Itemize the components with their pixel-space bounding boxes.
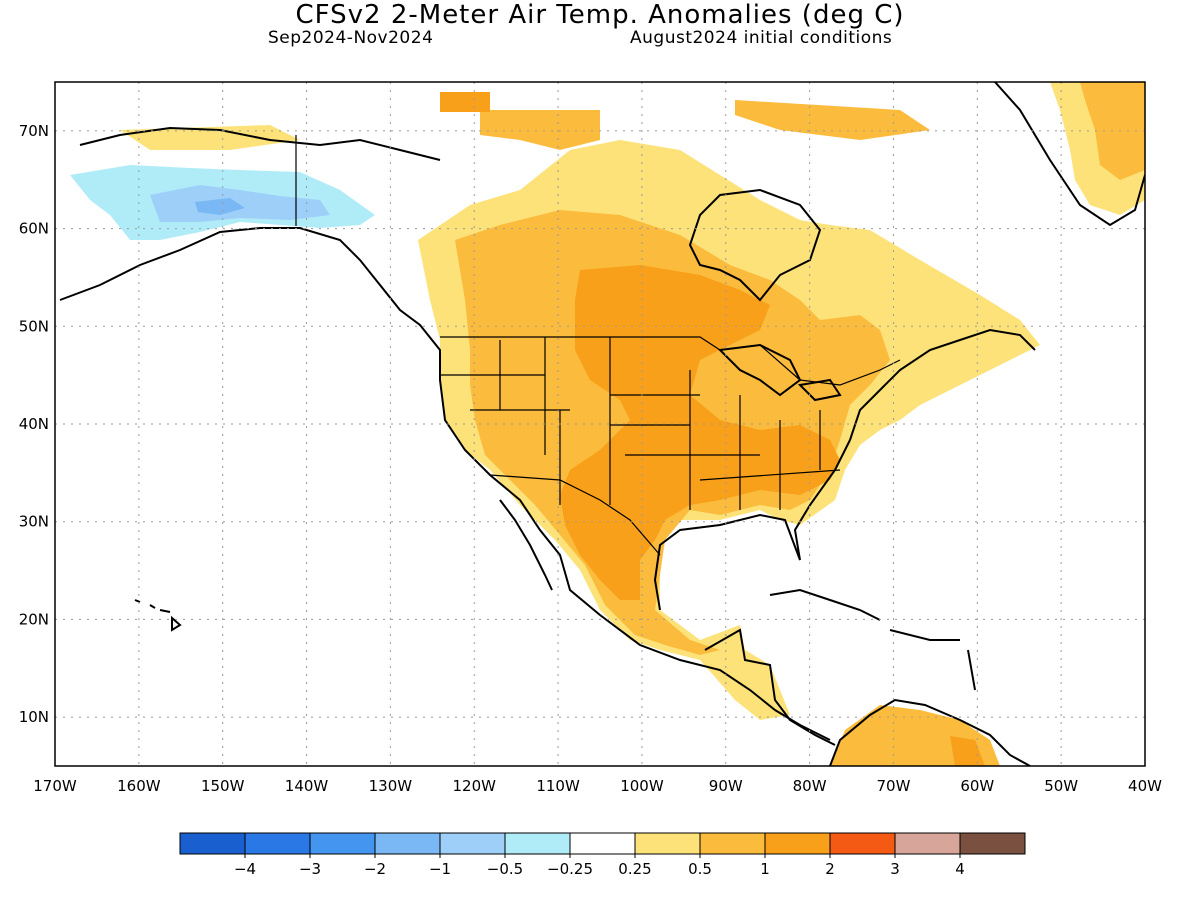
colorbar-swatch bbox=[764, 832, 831, 855]
graticule bbox=[55, 82, 1145, 766]
coastline-caribbean bbox=[769, 588, 976, 691]
coastline-baja bbox=[499, 499, 553, 591]
forecast-period: Sep2024-Nov2024 bbox=[268, 28, 434, 48]
colorbar-label: 4 bbox=[955, 860, 965, 878]
lon-tick-label: 40W bbox=[1128, 777, 1162, 795]
colorbar-label: 3 bbox=[890, 860, 900, 878]
lat-tick-label: 40N bbox=[19, 415, 49, 433]
colorbar-labels: −4 −3 −2 −1 −0.5 −0.25 0.25 0.5 1 2 3 4 bbox=[234, 854, 965, 878]
coastline-gulf bbox=[653, 439, 851, 611]
south-america-anomaly-strong bbox=[950, 736, 985, 766]
colorbar-swatch bbox=[894, 832, 961, 855]
lon-tick-label: 70W bbox=[877, 777, 911, 795]
colorbar-label: 2 bbox=[825, 860, 835, 878]
colorbar-swatch bbox=[634, 832, 701, 855]
alaska-anomaly-cold-strong bbox=[150, 185, 330, 222]
lat-tick-label: 20N bbox=[19, 610, 49, 628]
political-boundaries bbox=[295, 135, 901, 556]
anomaly-region-strong bbox=[560, 265, 840, 600]
lat-tick-label: 60N bbox=[19, 220, 49, 238]
lon-tick-label: 100W bbox=[620, 777, 664, 795]
colorbar-label: −2 bbox=[364, 860, 386, 878]
lon-tick-label: 50W bbox=[1044, 777, 1078, 795]
colorbar-label: −0.5 bbox=[487, 860, 523, 878]
coastline-north-america-west bbox=[59, 227, 831, 741]
coastline-hawaii bbox=[134, 599, 182, 632]
arctic-anomaly-patch bbox=[480, 110, 600, 150]
coastline-alaska-north bbox=[79, 126, 441, 161]
colorbar-swatch bbox=[179, 832, 246, 855]
coastline-central-america bbox=[704, 628, 836, 746]
anomaly-shading bbox=[70, 82, 1145, 766]
lat-tick-label: 10N bbox=[19, 708, 49, 726]
lon-tick-label: 130W bbox=[369, 777, 413, 795]
lon-tick-label: 160W bbox=[117, 777, 161, 795]
arctic-anomaly-patch-east bbox=[735, 100, 930, 140]
coastline-south-america bbox=[829, 698, 1031, 766]
longitude-labels: 170W 160W 150W 140W 130W 120W 110W 100W 90W 80W 70… bbox=[33, 777, 1162, 795]
colorbar-label: −3 bbox=[299, 860, 321, 878]
arctic-anomaly-patch-strong bbox=[440, 92, 490, 112]
colorbar-swatch bbox=[439, 832, 506, 855]
lon-tick-label: 110W bbox=[536, 777, 580, 795]
lat-tick-label: 30N bbox=[19, 513, 49, 531]
colorbar-swatch bbox=[309, 832, 376, 855]
colorbar bbox=[179, 832, 1026, 855]
us-canada-border bbox=[440, 336, 901, 386]
us-mexico-border bbox=[489, 474, 661, 556]
colorbar-label: −0.25 bbox=[547, 860, 593, 878]
colorbar-label: 1 bbox=[760, 860, 770, 878]
lon-tick-label: 80W bbox=[793, 777, 827, 795]
coastline-greenland bbox=[994, 82, 1145, 227]
map-title: CFSv2 2-Meter Air Temp. Anomalies (deg C… bbox=[295, 0, 905, 30]
map-frame bbox=[54, 81, 1146, 767]
lon-tick-label: 120W bbox=[452, 777, 496, 795]
initial-conditions: August2024 initial conditions bbox=[630, 28, 893, 48]
colorbar-label: −4 bbox=[234, 860, 256, 878]
coastline-east bbox=[849, 328, 1036, 441]
colorbar-swatch bbox=[699, 832, 766, 855]
latitude-labels: 70N 60N 50N 40N 30N 20N 10N bbox=[19, 122, 49, 726]
colorbar-label: −1 bbox=[429, 860, 451, 878]
lon-tick-label: 60W bbox=[960, 777, 994, 795]
lon-tick-label: 150W bbox=[201, 777, 245, 795]
coastlines bbox=[59, 82, 1145, 766]
colorbar-label: 0.5 bbox=[688, 860, 712, 878]
lat-tick-label: 70N bbox=[19, 122, 49, 140]
us-state-lines bbox=[440, 337, 841, 510]
colorbar-swatch bbox=[374, 832, 441, 855]
lat-tick-label: 50N bbox=[19, 317, 49, 335]
lon-tick-label: 90W bbox=[709, 777, 743, 795]
colorbar-swatch bbox=[569, 832, 636, 855]
lon-tick-label: 140W bbox=[285, 777, 329, 795]
alaska-anomaly-cold-core bbox=[195, 198, 245, 215]
colorbar-swatch bbox=[504, 832, 571, 855]
colorbar-swatch bbox=[829, 832, 896, 855]
colorbar-swatch bbox=[959, 832, 1026, 855]
colorbar-swatch bbox=[244, 832, 311, 855]
lon-tick-label: 170W bbox=[33, 777, 77, 795]
colorbar-label: 0.25 bbox=[618, 860, 651, 878]
